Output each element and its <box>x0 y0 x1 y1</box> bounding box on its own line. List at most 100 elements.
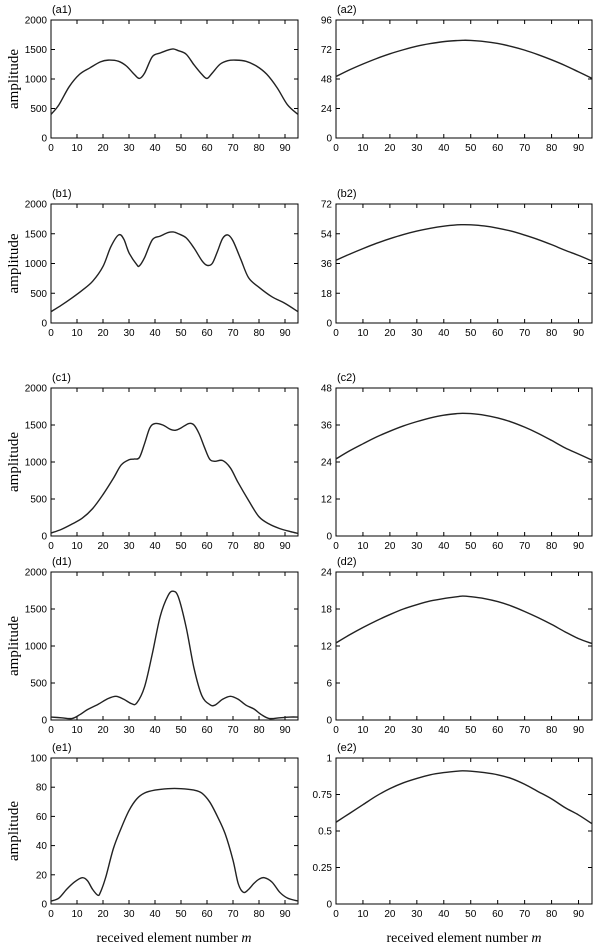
x-tick-label: 80 <box>546 143 558 154</box>
x-tick-label: 90 <box>279 143 291 154</box>
x-tick-label: 30 <box>411 143 423 154</box>
panel-title: (c2) <box>337 372 356 384</box>
panel-title: (b1) <box>52 188 72 200</box>
x-tick-label: 30 <box>411 725 423 736</box>
x-tick-label: 70 <box>227 541 239 552</box>
x-tick-label: 40 <box>438 909 450 920</box>
y-tick-label: 24 <box>321 568 333 579</box>
x-tick-label: 0 <box>333 909 339 920</box>
y-tick-label: 500 <box>30 289 47 300</box>
plot-frame <box>50 203 299 324</box>
y-tick-label: 1000 <box>25 458 48 469</box>
x-tick-label: 80 <box>546 725 558 736</box>
y-tick-label: 18 <box>321 289 333 300</box>
y-tick-label: 48 <box>321 384 333 395</box>
y-tick-label: 1000 <box>25 75 48 86</box>
series-line <box>50 590 299 720</box>
panel-d1: (d1) 0 500 1000 1500 2000 0 10 20 30 40 50 60 70 80 90 a… <box>6 556 299 736</box>
x-tick-label: 10 <box>357 143 369 154</box>
x-tick-label: 90 <box>279 328 291 339</box>
y-tick-label: 2000 <box>25 200 48 211</box>
y-tick-label: 2000 <box>25 568 48 579</box>
x-tick-label: 30 <box>411 328 423 339</box>
panel-title: (d1) <box>52 556 72 568</box>
x-tick-label: 40 <box>149 143 161 154</box>
x-tick-label: 40 <box>438 328 450 339</box>
x-tick-label: 20 <box>384 541 396 552</box>
x-tick-label: 50 <box>175 725 187 736</box>
x-tick-label: 50 <box>465 541 477 552</box>
x-tick-label: 30 <box>123 328 135 339</box>
x-axis-label-variable: m <box>531 931 541 946</box>
panel-title: (c1) <box>52 372 71 384</box>
x-tick-label: 60 <box>201 725 213 736</box>
series-line <box>335 412 593 461</box>
y-tick-label: 1500 <box>25 229 48 240</box>
plot-frame <box>50 757 299 905</box>
x-tick-label: 70 <box>519 725 531 736</box>
x-tick-label: 50 <box>175 328 187 339</box>
x-tick-label: 60 <box>201 541 213 552</box>
y-tick-label: 48 <box>321 75 333 86</box>
panel-a2: (a2) 0 24 48 72 96 0 10 20 30 40 50 60 70 80 90 <box>321 4 593 154</box>
x-tick-label: 40 <box>438 541 450 552</box>
y-tick-label: 6 <box>326 679 332 690</box>
x-tick-label: 40 <box>149 541 161 552</box>
x-tick-label: 90 <box>573 725 585 736</box>
x-tick-label: 60 <box>492 725 504 736</box>
x-axis-label: received element number m <box>96 931 251 946</box>
x-tick-label: 20 <box>384 909 396 920</box>
x-tick-label: 60 <box>201 328 213 339</box>
y-tick-label: 80 <box>36 783 48 794</box>
plot-frame <box>50 19 299 139</box>
y-tick-label: 100 <box>30 754 47 765</box>
x-axis-label-variable: m <box>241 931 251 946</box>
x-tick-label: 20 <box>384 328 396 339</box>
panel-e1: (e1) 0 20 40 60 80 100 0 10 20 30 40 50 60 70 80 90 ampli… <box>6 742 299 920</box>
x-tick-label: 90 <box>279 909 291 920</box>
y-tick-label: 0 <box>41 716 47 727</box>
x-tick-label: 30 <box>411 541 423 552</box>
x-tick-label: 80 <box>253 541 265 552</box>
x-tick-label: 70 <box>519 328 531 339</box>
y-axis-label: amplitude <box>6 432 22 492</box>
y-axis-label: amplitude <box>6 616 22 676</box>
y-tick-label: 1000 <box>25 642 48 653</box>
x-tick-label: 70 <box>227 328 239 339</box>
x-tick-label: 0 <box>333 328 339 339</box>
x-tick-label: 80 <box>253 725 265 736</box>
series-line <box>335 770 593 825</box>
x-tick-label: 30 <box>123 143 135 154</box>
panel-title: (d2) <box>337 556 357 568</box>
x-tick-label: 50 <box>465 725 477 736</box>
x-tick-label: 90 <box>573 143 585 154</box>
x-tick-label: 20 <box>97 909 109 920</box>
y-tick-label: 0 <box>326 900 332 911</box>
x-tick-label: 10 <box>71 143 83 154</box>
series-line <box>335 595 593 645</box>
x-tick-label: 20 <box>384 143 396 154</box>
y-axis-label: amplitude <box>6 233 22 293</box>
x-tick-label: 30 <box>123 725 135 736</box>
panel-title: (e1) <box>52 742 72 754</box>
series-line <box>50 422 299 535</box>
x-tick-label: 70 <box>519 909 531 920</box>
panel-title: (e2) <box>337 742 357 754</box>
x-tick-label: 60 <box>201 909 213 920</box>
x-tick-label: 60 <box>492 328 504 339</box>
y-tick-label: 1500 <box>25 421 48 432</box>
y-tick-label: 1500 <box>25 45 48 56</box>
y-tick-label: 60 <box>36 812 48 823</box>
panel-d2: (d2) 0 6 12 18 24 0 10 20 30 40 50 60 70 80 90 <box>321 556 593 736</box>
x-tick-label: 10 <box>357 328 369 339</box>
y-tick-label: 500 <box>30 495 47 506</box>
plot-frame <box>335 203 593 324</box>
y-tick-label: 72 <box>321 45 333 56</box>
y-tick-label: 0 <box>41 532 47 543</box>
y-tick-label: 0.5 <box>318 827 332 838</box>
x-tick-label: 10 <box>357 541 369 552</box>
x-axis-label: received element number m <box>386 931 541 946</box>
x-tick-label: 40 <box>149 725 161 736</box>
y-tick-label: 1500 <box>25 605 48 616</box>
